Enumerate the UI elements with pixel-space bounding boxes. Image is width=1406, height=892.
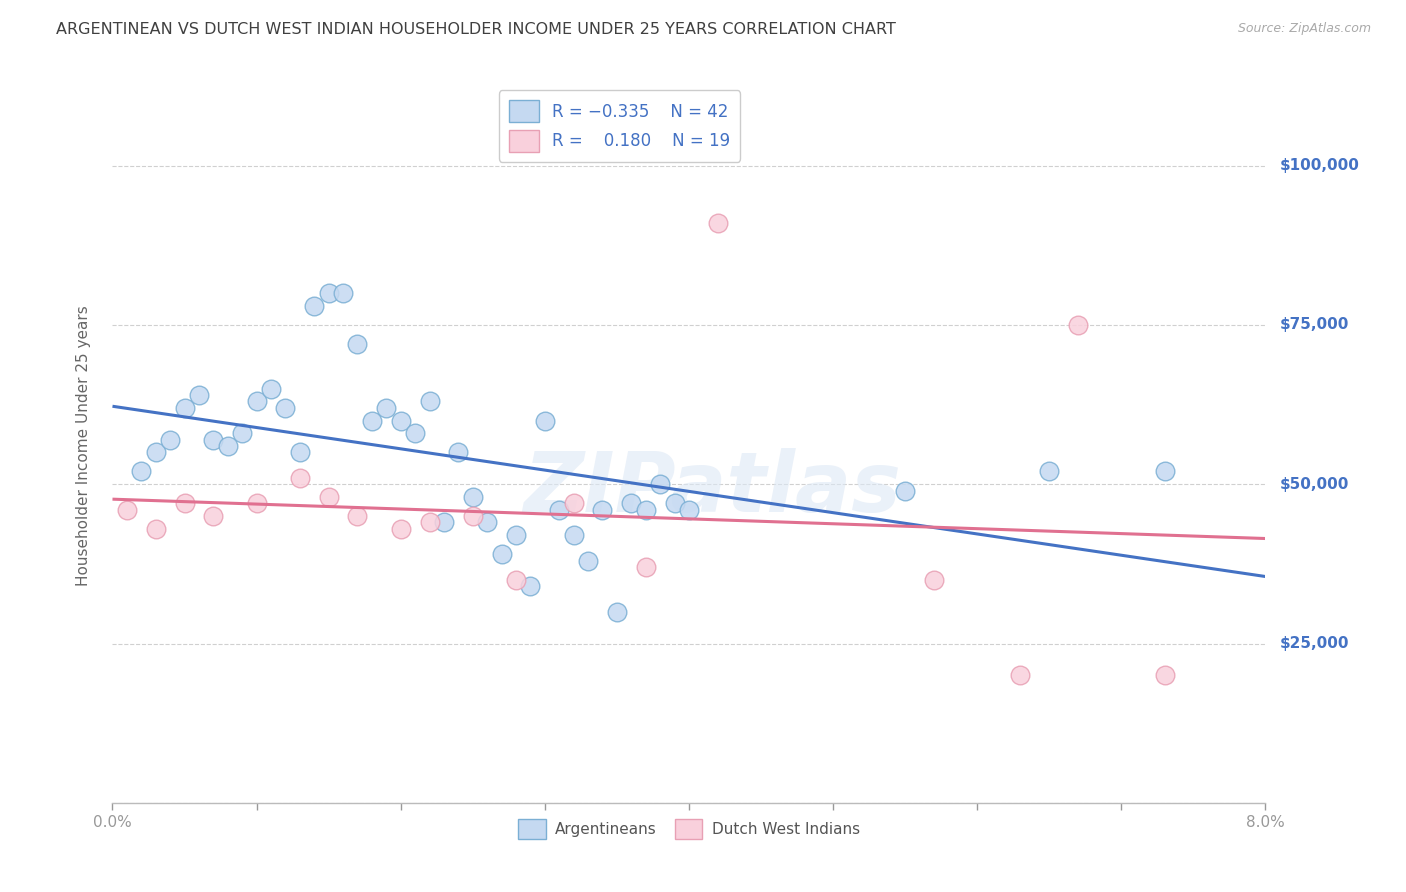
Point [664, 496, 686, 510]
Point [145, 445, 167, 459]
Point [620, 496, 643, 510]
Point [145, 522, 167, 536]
Point [375, 401, 398, 415]
Point [461, 509, 484, 524]
Point [318, 490, 340, 504]
Text: Source: ZipAtlas.com: Source: ZipAtlas.com [1237, 22, 1371, 36]
Point [461, 490, 484, 504]
Point [217, 439, 239, 453]
Point [505, 528, 527, 542]
Point [634, 560, 657, 574]
Point [1067, 318, 1090, 332]
Point [246, 394, 269, 409]
Point [592, 502, 614, 516]
Point [173, 496, 195, 510]
Point [304, 299, 326, 313]
Point [1153, 465, 1175, 479]
Point [634, 502, 657, 516]
Point [475, 516, 498, 530]
Point [260, 382, 283, 396]
Point [433, 516, 456, 530]
Point [202, 433, 225, 447]
Text: ARGENTINEAN VS DUTCH WEST INDIAN HOUSEHOLDER INCOME UNDER 25 YEARS CORRELATION C: ARGENTINEAN VS DUTCH WEST INDIAN HOUSEHO… [56, 22, 896, 37]
Point [562, 496, 585, 510]
Point [115, 502, 138, 516]
Point [576, 554, 599, 568]
Point [360, 413, 382, 427]
Point [332, 286, 354, 301]
Point [346, 509, 368, 524]
Point [419, 516, 441, 530]
Point [159, 433, 181, 447]
Point [491, 547, 513, 561]
Point [1010, 668, 1032, 682]
Point [318, 286, 340, 301]
Point [404, 426, 426, 441]
Text: $100,000: $100,000 [1279, 158, 1360, 173]
Text: $50,000: $50,000 [1279, 476, 1348, 491]
Point [562, 528, 585, 542]
Legend: Argentineans, Dutch West Indians: Argentineans, Dutch West Indians [512, 814, 866, 845]
Point [505, 573, 527, 587]
Point [389, 522, 412, 536]
Point [548, 502, 571, 516]
Point [1038, 465, 1060, 479]
Point [288, 471, 311, 485]
Text: $25,000: $25,000 [1279, 636, 1348, 651]
Point [1153, 668, 1175, 682]
Point [707, 216, 730, 230]
Point [231, 426, 253, 441]
Point [129, 465, 153, 479]
Point [188, 388, 211, 402]
Text: $75,000: $75,000 [1279, 318, 1348, 333]
Point [346, 337, 368, 351]
Point [447, 445, 470, 459]
Point [922, 573, 945, 587]
Point [894, 483, 917, 498]
Point [274, 401, 297, 415]
Point [606, 605, 628, 619]
Point [202, 509, 225, 524]
Point [246, 496, 269, 510]
Text: ZIPatlas: ZIPatlas [523, 449, 901, 529]
Y-axis label: Householder Income Under 25 years: Householder Income Under 25 years [76, 306, 91, 586]
Point [533, 413, 555, 427]
Point [389, 413, 412, 427]
Point [678, 502, 700, 516]
Point [288, 445, 311, 459]
Point [173, 401, 195, 415]
Point [519, 579, 541, 593]
Point [419, 394, 441, 409]
Point [648, 477, 672, 491]
